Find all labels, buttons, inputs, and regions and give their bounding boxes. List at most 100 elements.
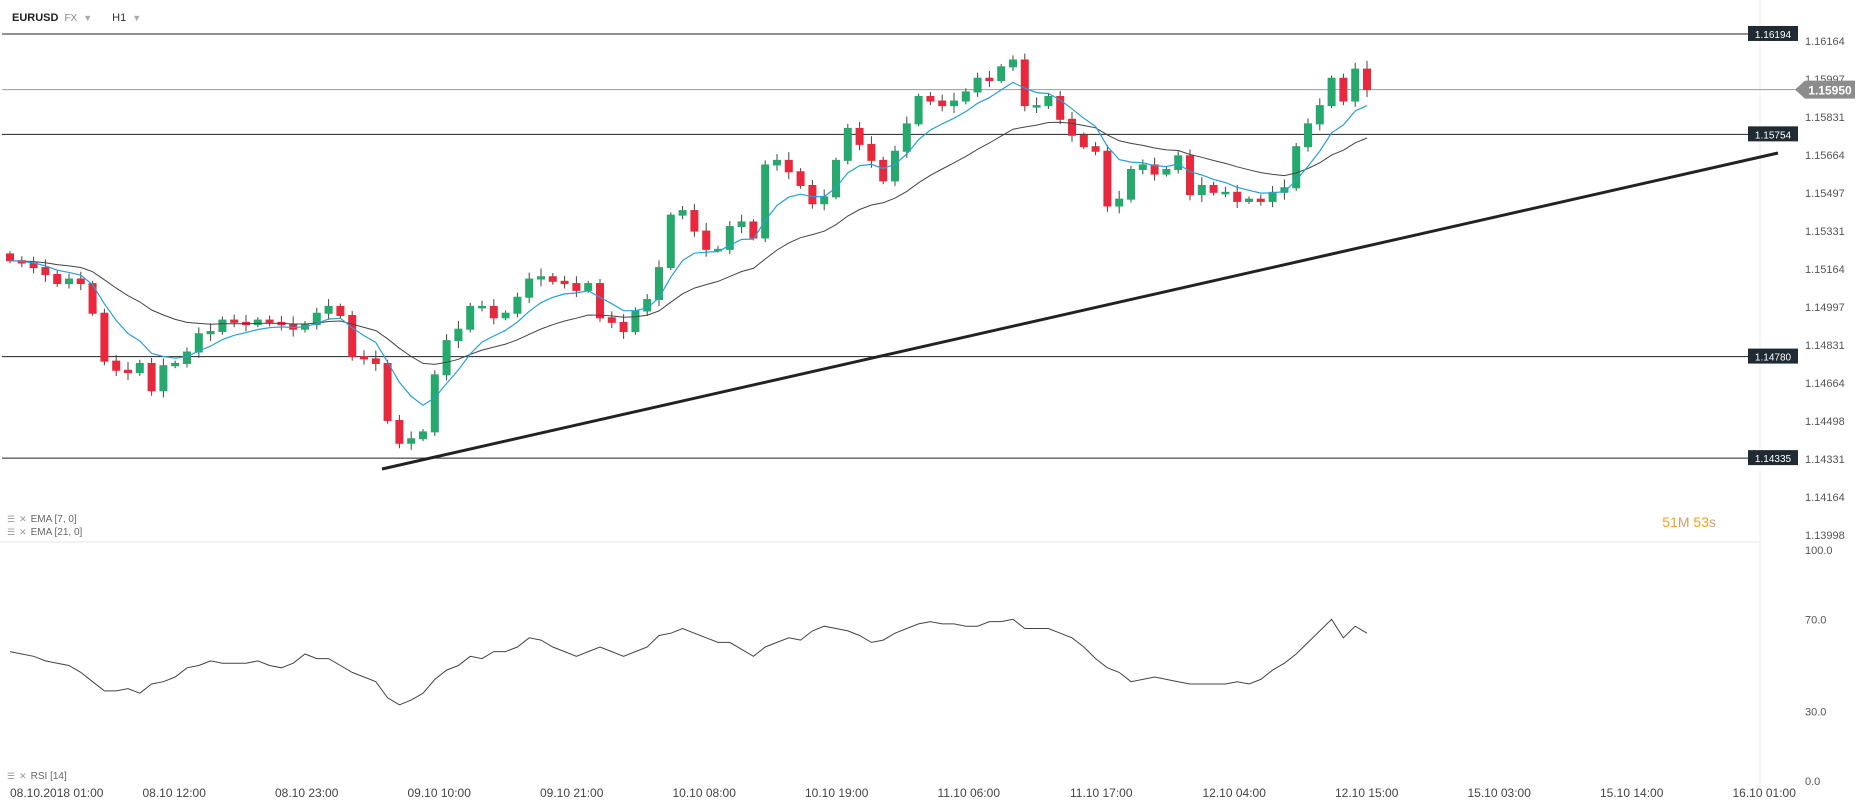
candle-body	[843, 127, 852, 161]
candle-body	[678, 210, 687, 216]
candle-body	[690, 210, 699, 232]
ema-slow-legend: ☰ ✕ EMA [21, 0]	[7, 527, 82, 538]
settings-icon[interactable]: ☰	[7, 771, 16, 781]
time-tick-label: 12.10 04:00	[1203, 786, 1267, 800]
time-tick-label: 08.10.2018 01:00	[10, 786, 104, 800]
chevron-down-icon[interactable]: ▼	[132, 13, 142, 23]
time-tick-label: 15.10 14:00	[1600, 786, 1664, 800]
candle-body	[572, 283, 581, 291]
candle-body	[6, 253, 14, 262]
candle-body	[761, 164, 770, 239]
candle-body	[1127, 168, 1135, 200]
rsi-tick-label: 100.0	[1805, 545, 1833, 557]
candle-body	[560, 280, 569, 285]
level-label-bg	[1748, 25, 1798, 41]
candle-body	[253, 319, 262, 326]
chevron-down-icon[interactable]: ▼	[83, 13, 93, 23]
candle-body	[1292, 146, 1301, 189]
close-icon[interactable]: ✕	[19, 514, 27, 524]
candle-body	[1068, 118, 1076, 136]
candle-body	[1020, 59, 1029, 107]
price-tick-label: 1.15497	[1805, 188, 1845, 200]
price-tick-label: 1.14664	[1805, 378, 1845, 390]
level-label: 1.14335	[1755, 454, 1792, 465]
countdown-minutes: 51	[1662, 514, 1678, 530]
ema-fast-label: EMA [7, 0]	[30, 514, 77, 525]
time-tick-label: 11.10 06:00	[938, 786, 1001, 800]
candle-body	[1044, 95, 1053, 107]
candle-body	[607, 317, 616, 323]
candle-body	[324, 305, 333, 314]
ema-fast-line	[9, 81, 1368, 407]
candle-body	[1056, 95, 1065, 120]
candle-body	[1268, 191, 1277, 202]
candle-body	[655, 267, 663, 301]
countdown-minutes-unit: M	[1677, 514, 1690, 530]
candle-body	[230, 319, 239, 323]
settings-icon[interactable]: ☰	[7, 514, 16, 524]
rsi-legend: ☰ ✕ RSI [14]	[7, 771, 67, 782]
price-tick-label: 1.14498	[1805, 416, 1845, 428]
settings-icon[interactable]: ☰	[7, 527, 16, 537]
candle-body	[371, 358, 380, 364]
candle-body	[513, 296, 522, 314]
candle-body	[914, 95, 923, 125]
candle-body	[619, 321, 628, 332]
ascending-trendline	[381, 151, 1779, 471]
candle-body	[1138, 164, 1147, 170]
candle-body	[1091, 146, 1100, 152]
level-label-bg	[1748, 348, 1798, 364]
candle-body	[1209, 184, 1218, 193]
candle-body	[218, 319, 227, 332]
timeframe-selector[interactable]: H1	[112, 12, 127, 24]
countdown-seconds-unit: s	[1709, 514, 1716, 530]
candle-body	[147, 362, 156, 392]
time-tick-label: 08.10 23:00	[275, 786, 339, 800]
candle-body	[1339, 77, 1348, 102]
candle-body	[1197, 184, 1206, 196]
market-label[interactable]: FX	[64, 12, 78, 24]
candle-body	[489, 305, 498, 319]
ema-slow-label: EMA [21, 0]	[30, 527, 83, 538]
candle-body	[773, 159, 781, 166]
candle-body	[631, 310, 640, 332]
candle-body	[1327, 77, 1336, 107]
candle-body	[478, 305, 486, 309]
rsi-label: RSI [14]	[30, 771, 67, 782]
candle-body	[100, 312, 109, 362]
price-tick-label: 1.14331	[1805, 454, 1845, 466]
candle-body	[1079, 134, 1088, 148]
symbol-selector[interactable]: EURUSD	[12, 12, 59, 24]
candle-body	[666, 214, 675, 269]
candle-countdown: 51M 53s	[1662, 514, 1716, 530]
candle-body	[312, 312, 321, 326]
candle-body	[1009, 59, 1017, 68]
close-icon[interactable]: ✕	[19, 527, 27, 537]
candle-body	[997, 66, 1006, 82]
candle-body	[820, 196, 829, 205]
candle-body	[1150, 164, 1159, 175]
close-icon[interactable]: ✕	[19, 771, 27, 781]
candle-body	[53, 273, 62, 285]
candle-body	[796, 171, 805, 186]
current-price-label: 1.15950	[1808, 84, 1852, 98]
current-price-tag	[1795, 80, 1855, 99]
chart-header: EURUSD FX ▼ H1 ▼	[12, 12, 155, 24]
price-tick-label: 1.15831	[1805, 112, 1845, 124]
level-label-bg	[1748, 126, 1798, 142]
ema-slow-line	[9, 121, 1368, 365]
candle-body	[1103, 150, 1112, 207]
candle-body	[395, 419, 404, 444]
rsi-tick-label: 70.0	[1805, 614, 1826, 626]
time-tick-label: 08.10 12:00	[143, 786, 207, 800]
ema-fast-legend: ☰ ✕ EMA [7, 0]	[7, 514, 77, 525]
candle-body	[832, 159, 840, 198]
candle-body	[1256, 198, 1265, 202]
candle-body	[867, 143, 876, 161]
candle-body	[596, 283, 604, 319]
candle-body	[206, 330, 215, 335]
candle-body	[419, 431, 427, 440]
level-label: 1.14780	[1755, 353, 1792, 364]
level-label-bg	[1748, 450, 1798, 466]
